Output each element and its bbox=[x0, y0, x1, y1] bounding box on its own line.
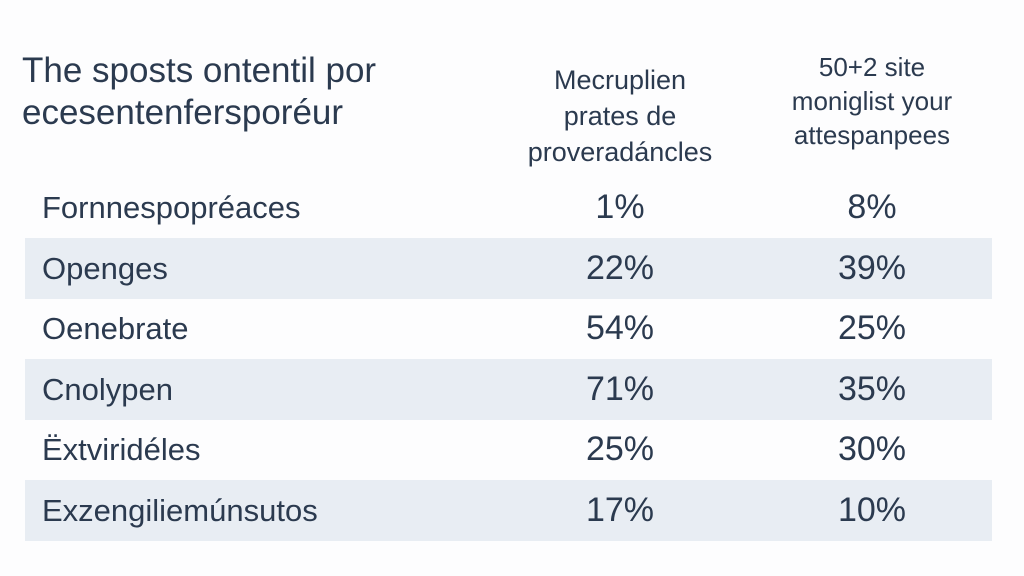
table-row: Cnolypen 71% 35% bbox=[25, 358, 992, 420]
table-row: Ëxtviridéles 25% 30% bbox=[25, 419, 992, 480]
header-line: ecesentenfersporéur bbox=[22, 93, 344, 132]
value-cell: 71% bbox=[585, 369, 655, 408]
value-cell: 17% bbox=[585, 491, 655, 529]
column-header: The sposts ontentil por ecesentenfersporé… bbox=[22, 50, 376, 134]
table-row: Oenebrate 54% 25% bbox=[25, 298, 992, 359]
table-row: Openges 22% 39% bbox=[25, 237, 992, 299]
table-row: Exzengiliemúnsutos 17% 10% bbox=[25, 480, 992, 541]
row-label: Exzengiliemúnsutos bbox=[42, 493, 318, 528]
row-label: Oenebrate bbox=[42, 311, 189, 347]
row-label: Cnolypen bbox=[42, 371, 173, 407]
value-cell: 35% bbox=[837, 369, 907, 408]
table-row: Fornnespopréaces 1% 8% bbox=[25, 177, 992, 238]
column-header: Mecruplien prates de proveradáncles bbox=[500, 62, 740, 170]
row-label: Ëxtviridéles bbox=[42, 432, 201, 468]
value-cell: 30% bbox=[837, 430, 907, 469]
value-cell: 54% bbox=[585, 309, 655, 348]
value-cell: 39% bbox=[837, 248, 907, 287]
header-line: 50+2 site bbox=[818, 52, 926, 82]
row-label: Openges bbox=[42, 250, 168, 286]
header-line: prates de bbox=[563, 101, 677, 131]
value-cell: 25% bbox=[585, 430, 655, 469]
header-line: The sposts ontentil por bbox=[22, 51, 377, 90]
header-line: moniglist your bbox=[791, 86, 953, 116]
value-cell: 1% bbox=[595, 188, 645, 226]
value-cell: 10% bbox=[837, 491, 907, 529]
value-cell: 25% bbox=[837, 309, 907, 348]
column-header: 50+2 site moniglist your attespanpees bbox=[752, 50, 992, 152]
header-line: proveradáncles bbox=[527, 137, 713, 167]
header-line: attespanpees bbox=[793, 120, 951, 150]
value-cell: 8% bbox=[847, 188, 897, 226]
header-line: Mecruplien bbox=[553, 65, 687, 95]
value-cell: 22% bbox=[585, 248, 655, 287]
row-label: Fornnespopréaces bbox=[42, 190, 301, 225]
